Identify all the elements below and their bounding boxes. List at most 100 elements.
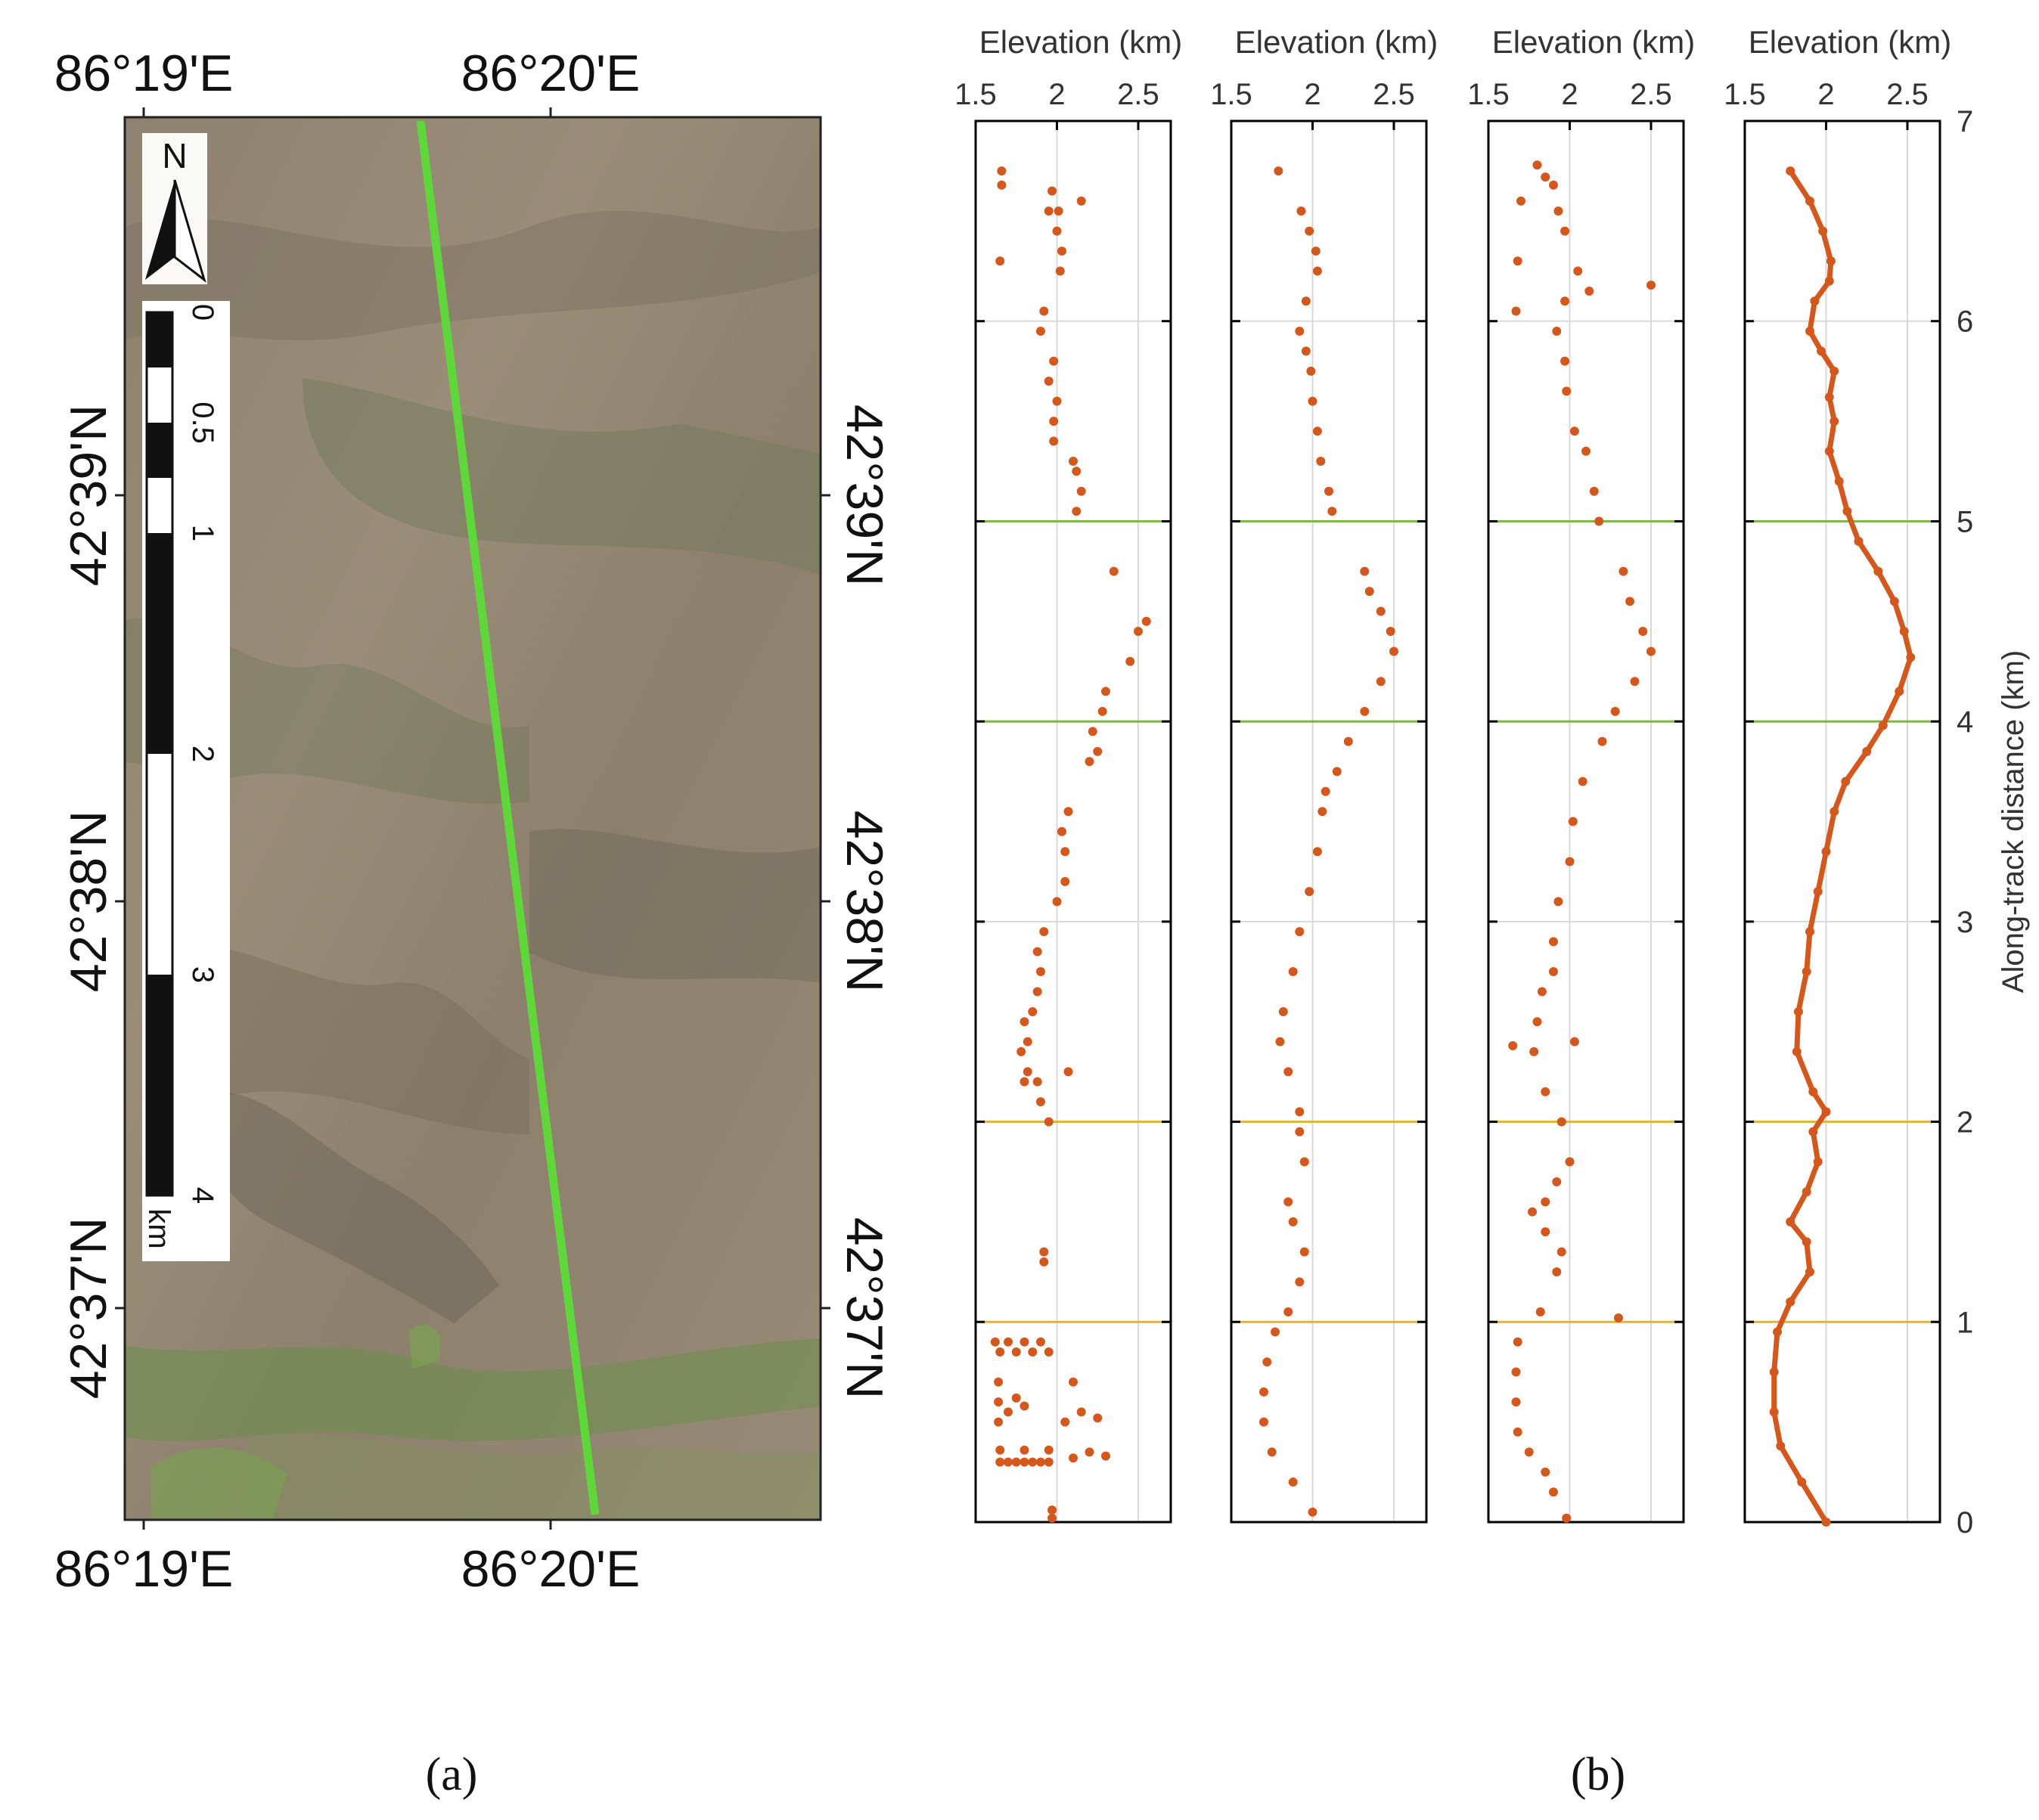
data-point [1532,1017,1542,1027]
data-point [1011,1457,1021,1467]
data-point [1553,897,1563,907]
profile-frame [974,119,1172,1524]
scale-tick-3: 3 [186,966,219,983]
lat-label-right-1: 42°39'N [836,405,893,587]
data-point [1513,1427,1522,1437]
y-tick-label: 5 [1957,505,1973,538]
north-arrow: N [142,133,207,284]
data-point [1039,1247,1049,1257]
data-point [1011,1347,1021,1356]
data-point [1036,1457,1045,1467]
data-point [1109,566,1119,576]
data-point [1516,196,1525,206]
north-arrow-icon [145,180,175,280]
data-point [1069,457,1078,467]
data-point [1101,687,1110,696]
data-point [1055,266,1065,276]
data-point [1305,226,1314,236]
data-point [1004,1407,1013,1417]
data-point [1508,1040,1518,1050]
data-point [1020,1337,1029,1347]
y-tick-label: 7 [1957,105,1973,138]
data-point [1376,606,1386,616]
scale-bar: 0 0.5 1 2 3 4 km [142,301,230,1261]
orange-highlight-box [1743,1121,1941,1323]
data-point [1308,1507,1317,1517]
data-point [995,1445,1005,1455]
map-panel: 86°19'E 86°20'E 86°19'E 86°20'E 42°39'N … [54,45,893,1800]
data-point [1093,746,1103,756]
scale-tick-0.5: 0.5 [186,402,219,444]
lat-label-right-2: 42°38'N [836,811,893,993]
data-point [1267,1447,1277,1457]
data-point [1376,677,1386,687]
data-point [1262,1357,1272,1367]
data-point [1288,1217,1298,1226]
data-point [1562,1513,1572,1523]
data-point [1076,1407,1086,1417]
data-point [1283,1307,1293,1317]
data-point [1057,246,1066,256]
scale-unit: km [142,1208,175,1248]
data-point [1278,1006,1288,1016]
data-point [1312,847,1322,857]
data-point [1316,457,1326,467]
data-point [1028,1006,1038,1016]
data-point [1513,256,1522,266]
x-tick-label: 1.5 [1467,78,1510,111]
data-point [1295,1107,1305,1117]
data-point [1578,777,1587,786]
data-point [1047,186,1057,196]
data-point [1327,507,1337,516]
data-point [1332,767,1342,777]
data-point [1052,897,1062,907]
data-point [1093,1413,1103,1423]
data-point [1301,296,1311,306]
data-point [1568,817,1578,826]
profile-chart-3: 1.5 2 2.5 Elevation (km) [1467,24,1695,1524]
caption-b: (b) [1571,1749,1625,1800]
orange-highlight-box [1487,1121,1685,1323]
data-point [1072,467,1082,476]
data-point [1044,1457,1054,1467]
green-highlight-box [1230,519,1428,723]
x-tick-label: 2 [1561,78,1578,111]
lon-label-bottom-1: 86°19'E [54,1540,234,1598]
data-point [1638,627,1648,637]
scale-tick-0: 0 [186,304,219,321]
data-point [1028,1457,1038,1467]
data-point [1552,326,1562,336]
data-point [1541,172,1550,182]
data-point [1317,807,1327,817]
data-point [1004,1457,1013,1467]
data-point [1386,627,1395,637]
data-point [1032,1077,1042,1087]
y-axis-label: Along-track distance (km) [1997,650,2030,993]
data-point [1036,967,1045,977]
data-point [995,1457,1005,1467]
data-point [1343,736,1353,746]
data-point [1569,426,1579,436]
data-point [995,256,1005,266]
data-point [995,1347,1005,1356]
data-point [1312,426,1322,436]
data-point [1646,281,1656,290]
data-point [1088,727,1097,736]
x-axis-label: Elevation (km) [1235,24,1438,60]
map-frame [123,116,822,1521]
data-point [1011,1393,1021,1403]
data-point [1076,486,1086,496]
data-point [1552,1177,1562,1186]
data-point [1049,417,1059,426]
data-point [1069,1377,1078,1387]
data-point [1047,1505,1057,1515]
data-point [1569,1037,1579,1046]
data-point [1299,1157,1309,1167]
x-axis-label: Elevation (km) [979,24,1182,60]
scale-tick-2: 2 [186,746,219,762]
data-point [1283,1067,1293,1077]
data-point [1052,396,1062,406]
data-point [1039,306,1049,316]
data-point [1076,196,1086,206]
